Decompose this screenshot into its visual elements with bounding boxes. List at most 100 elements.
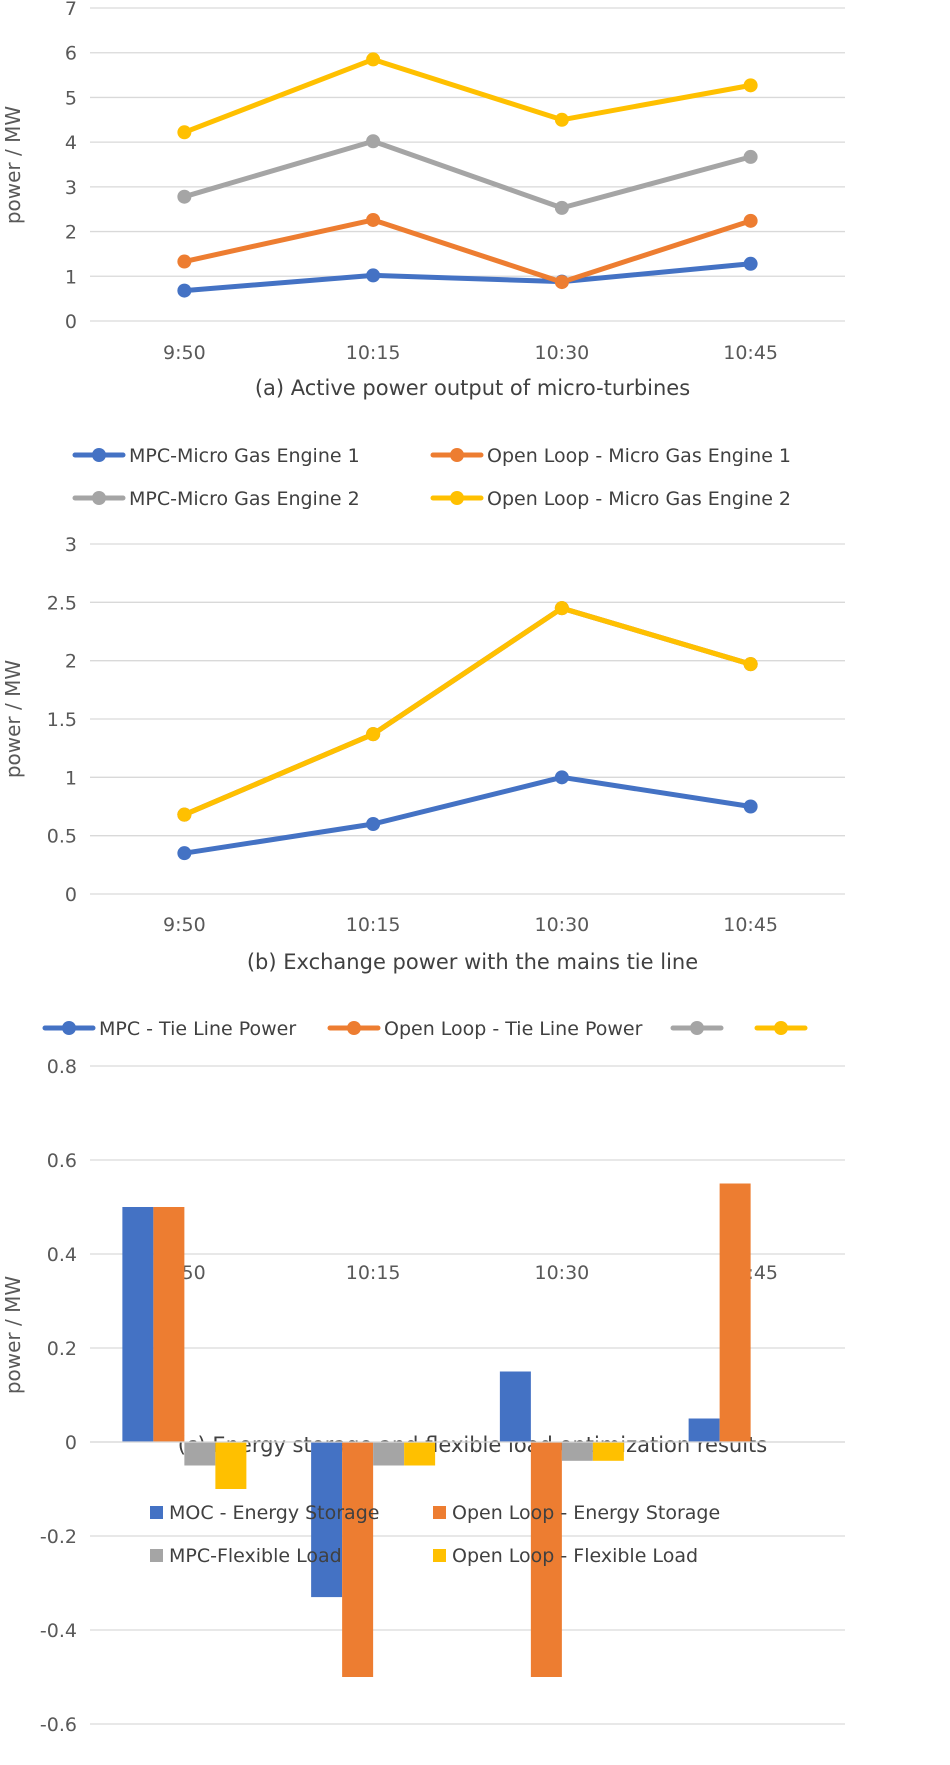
chart1-ytick-label: 6 [65, 43, 77, 65]
chart2-ytick-label: 0.5 [47, 826, 77, 848]
chart2-ytick-label: 3 [65, 534, 77, 556]
chart2-series-1-point [177, 846, 192, 861]
chart3-ytick-label: -0.2 [40, 1526, 77, 1548]
chart3-ytick-label: 0.8 [47, 1056, 77, 1078]
chart3-ytick-label: 0.2 [47, 1338, 77, 1360]
chart3-ytick-label: -0.6 [40, 1714, 77, 1736]
chart3-legend-label: Open Loop - Flexible Load [452, 1545, 698, 1567]
chart2-xtick-label: 10:45 [723, 914, 778, 936]
chart1-series-2-point [366, 212, 381, 227]
chart3-bar-series-1 [122, 1207, 154, 1442]
chart1-series-3-point [554, 200, 569, 215]
chart2-ylabel: power / MW [1, 660, 25, 779]
chart2-series-1-point [554, 770, 569, 785]
chart2-series-1-point [743, 799, 758, 814]
chart3-bar-series-1 [688, 1418, 720, 1442]
chart1-series-3-point [366, 134, 381, 149]
chart1-series-2-point [743, 213, 758, 228]
chart3-legend-swatch [433, 1506, 446, 1519]
chart3-ytick-label: 0.6 [47, 1150, 77, 1172]
chart1-series-line-3 [181, 138, 754, 211]
chart1-xtick-label: 10:15 [346, 342, 401, 364]
chart1-xtick-label: 9:50 [163, 342, 206, 364]
chart1-ytick-label: 7 [65, 0, 77, 20]
chart1-series-3-point [177, 189, 192, 204]
chart1-series-line-2 [181, 217, 754, 285]
chart3-xtick-label: 10:15 [346, 1262, 401, 1284]
chart1-series-line-1 [181, 261, 754, 294]
chart3-legend-swatch [433, 1549, 446, 1562]
chart2-xtick-label: 9:50 [163, 914, 206, 936]
chart2-legend-marker [62, 1021, 76, 1035]
chart3-bar-series-3 [561, 1442, 593, 1461]
chart3-bar-series-3 [184, 1442, 216, 1466]
chart3-bar-series-3 [373, 1442, 405, 1466]
chart2-ytick-label: 1.5 [47, 709, 77, 731]
chart1-ytick-label: 3 [65, 177, 77, 199]
chart2-legend-marker [347, 1021, 361, 1035]
chart2-series-1-point [366, 817, 381, 831]
chart2-series-line-4 [181, 605, 754, 818]
chart3-legend-swatch [150, 1549, 163, 1562]
chart3-legend-label: MOC - Energy Storage [169, 1502, 379, 1524]
chart2-series-4-point [743, 657, 758, 672]
chart3-title: (c) Energy storage and flexible load opt… [178, 1433, 767, 1457]
chart3-bar-series-1 [311, 1442, 343, 1598]
chart1-series-3-point [743, 149, 758, 164]
chart3-bar-series-1 [499, 1371, 531, 1442]
chart1-ytick-label: 2 [65, 222, 77, 244]
chart3-bar-series-2 [530, 1442, 562, 1677]
chart2-xtick-label: 10:15 [346, 914, 401, 936]
chart1-xtick-label: 10:45 [723, 342, 778, 364]
chart1-ytick-label: 4 [65, 132, 77, 154]
chart1-legend-label: MPC-Micro Gas Engine 2 [129, 488, 360, 510]
chart2-xtick-label: 10:30 [534, 914, 589, 936]
chart1-legend-marker [450, 491, 464, 505]
chart1-ytick-label: 0 [65, 311, 77, 333]
chart1-xtick-label: 10:30 [534, 342, 589, 364]
chart3-bar-series-2 [342, 1442, 374, 1677]
chart2-ytick-label: 2.5 [47, 592, 77, 614]
chart2-title: (b) Exchange power with the mains tie li… [247, 950, 698, 974]
chart1-legend-marker [92, 448, 106, 462]
chart2-series-4-point [177, 807, 192, 822]
chart1-series-4-point [366, 52, 381, 67]
chart3-bar-series-4 [592, 1442, 624, 1461]
chart2-legend-label: Open Loop - Tie Line Power [384, 1018, 643, 1040]
chart3-xtick-label: 10:30 [534, 1262, 589, 1284]
chart1-series-4-point [177, 125, 192, 140]
chart1-series-1-point [366, 268, 381, 283]
chart2-legend-marker [774, 1021, 788, 1035]
chart1-series-1-point [743, 256, 758, 271]
chart2-legend-label: MPC - Tie Line Power [99, 1018, 296, 1040]
chart1-ylabel: power / MW [1, 106, 25, 225]
chart1-ytick-label: 1 [65, 266, 77, 288]
chart1-legend-marker [450, 448, 464, 462]
chart3-bar-series-4 [215, 1442, 247, 1489]
chart2-ytick-label: 0 [65, 884, 77, 906]
chart3-legend-swatch [150, 1506, 163, 1519]
chart3-ylabel: power / MW [1, 1276, 25, 1395]
chart1-legend-label: Open Loop - Micro Gas Engine 1 [487, 445, 791, 467]
chart1-legend-label: Open Loop - Micro Gas Engine 2 [487, 488, 791, 510]
chart2-series-4-point [366, 727, 381, 742]
chart1-legend-marker [92, 491, 106, 505]
chart3-ytick-label: 0.4 [47, 1244, 77, 1266]
chart2-ytick-label: 2 [65, 651, 77, 673]
chart2-ytick-label: 1 [65, 767, 77, 789]
chart3-ytick-label: 0 [65, 1432, 77, 1454]
chart1-series-4-point [743, 78, 758, 93]
chart3-ytick-label: -0.4 [40, 1620, 77, 1642]
chart1-title: (a) Active power output of micro-turbine… [255, 376, 690, 400]
chart3-bar-series-4 [404, 1442, 436, 1466]
chart2-series-line-1 [181, 774, 754, 856]
chart3-legend-label: MPC-Flexible Load [169, 1545, 342, 1567]
chart3-bar-series-2 [153, 1207, 185, 1442]
chart1-series-line-4 [181, 56, 754, 135]
chart3-bar-series-2 [719, 1183, 751, 1442]
chart1-series-2-point [177, 254, 192, 269]
chart2-series-4-point [554, 601, 569, 616]
chart1-ytick-label: 5 [65, 87, 77, 109]
chart2-legend-marker [690, 1021, 704, 1035]
